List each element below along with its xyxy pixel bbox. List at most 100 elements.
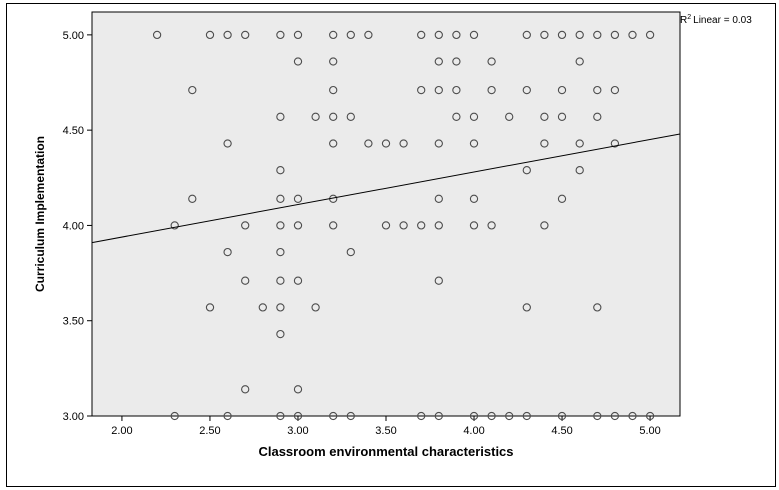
data-point [223,139,232,148]
data-point [593,85,602,95]
data-point [557,112,567,121]
data-point [469,139,479,148]
data-point [329,57,338,66]
plot-area [91,11,681,417]
data-point [381,139,391,148]
data-point [311,112,320,121]
data-point [593,411,602,421]
data-point [329,139,338,148]
data-point [434,30,443,40]
data-point [329,112,338,121]
data-point [152,30,162,40]
data-point [469,411,479,421]
data-point [469,194,479,203]
x-tick-label: 2.50 [199,425,220,437]
data-point [417,85,426,95]
data-point [276,112,285,121]
data-point [276,247,285,257]
y-tick-label: 5.00 [63,30,84,42]
data-point [241,30,250,40]
y-tick-label: 3.50 [63,316,84,328]
data-point [575,166,584,175]
data-point [487,411,496,421]
data-point [311,303,320,312]
data-point [434,139,443,148]
x-axis-title: Classroom environmental characteristics [258,444,513,459]
data-point [575,139,584,148]
data-point [540,112,549,121]
data-point [575,57,584,66]
data-point [593,30,602,40]
r2-label: R2 Linear = 0.03 [680,14,752,26]
data-point [329,30,338,40]
y-tick-label: 4.00 [63,220,84,232]
data-point [593,112,602,121]
data-point [399,139,408,148]
x-tick-label: 2.00 [111,425,132,437]
data-point [557,30,567,40]
data-point [557,85,567,95]
data-point [293,276,303,285]
data-point [469,221,479,230]
data-point [452,85,461,95]
data-point [434,276,443,285]
data-point [628,30,637,40]
data-point [417,30,426,40]
data-point [364,139,373,148]
data-point [557,411,567,421]
data-point [364,30,373,40]
data-point [276,194,285,203]
data-point [188,85,197,95]
data-point [452,30,461,40]
data-point [329,411,338,421]
y-tick-label: 4.50 [63,125,84,137]
data-point [223,30,232,40]
x-axis: 2.00 2.50 3.00 3.50 4.00 4.50 5.00 [111,416,661,437]
fit-line [91,133,681,244]
data-point [505,112,514,121]
data-point [258,303,267,312]
data-point [223,247,232,257]
data-point [610,139,620,148]
data-point [170,411,179,421]
data-point [170,221,179,230]
data-points [152,30,655,421]
data-point [434,57,443,66]
data-point [610,85,620,95]
data-point [346,112,355,121]
x-tick-label: 3.00 [287,425,308,437]
data-point [276,30,285,40]
data-point [276,303,285,312]
data-point [540,30,549,40]
data-point [469,112,479,121]
y-axis-title: Curriculum Implementation [33,136,47,292]
data-point [241,221,250,230]
x-tick-label: 4.00 [463,425,484,437]
data-point [487,221,496,230]
x-tick-label: 3.50 [375,425,396,437]
data-point [522,85,531,95]
data-point [276,166,285,175]
data-point [399,221,408,230]
data-point [241,276,250,285]
data-point [522,166,531,175]
data-point [293,411,303,421]
data-point [293,30,303,40]
data-point [293,385,303,394]
data-point [522,411,531,421]
data-point [487,57,496,66]
data-point [575,30,584,40]
data-point [276,221,285,230]
data-point [434,411,443,421]
data-point [293,221,303,230]
data-point [276,411,285,421]
data-point [645,30,655,40]
data-point [293,57,303,66]
data-point [522,303,531,312]
data-point [205,303,215,312]
data-point [487,85,496,95]
data-point [276,329,285,339]
data-point [346,247,355,257]
data-point [417,221,426,230]
